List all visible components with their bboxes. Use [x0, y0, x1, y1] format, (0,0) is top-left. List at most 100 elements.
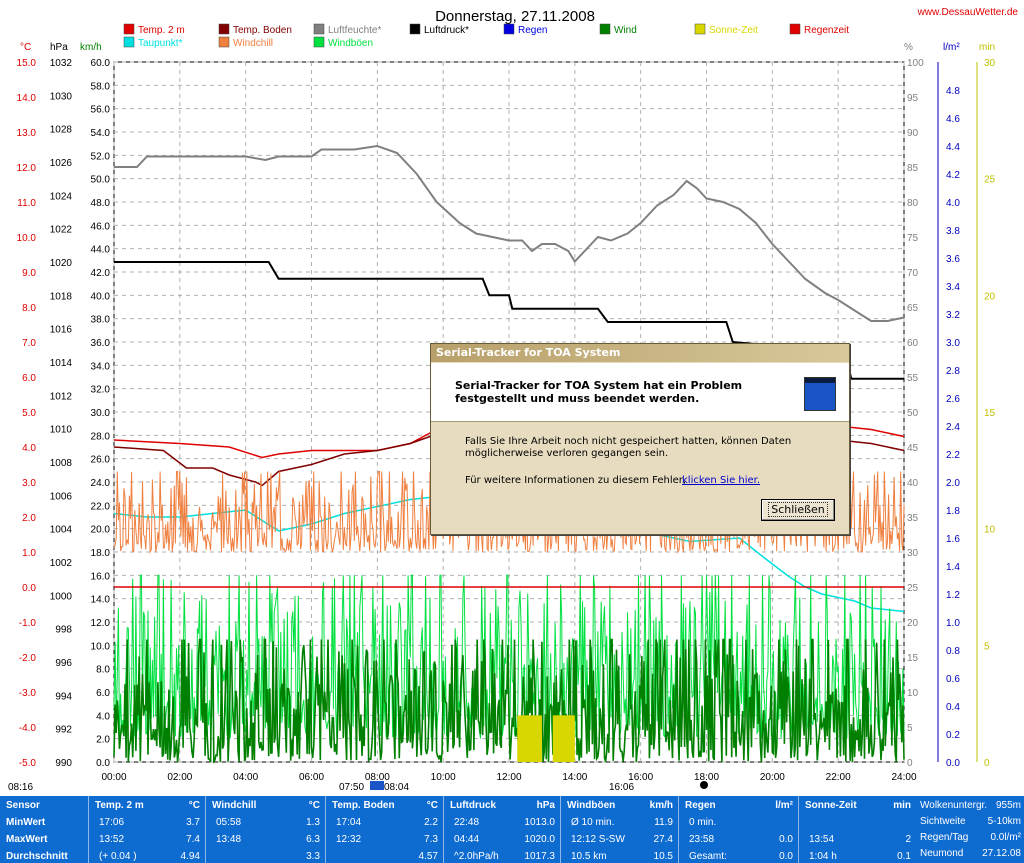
speed-tick-label: 38.0 [91, 315, 111, 326]
temp-tick-label: 6.0 [22, 373, 36, 384]
stat-value: 1013.0 [524, 817, 555, 828]
speed-tick-label: 36.0 [91, 338, 111, 349]
stat-unit: hPa [536, 800, 555, 811]
speed-tick-label: 42.0 [91, 268, 111, 279]
close-button[interactable]: Schließen [761, 499, 835, 521]
row-label-min: MinWert [6, 817, 46, 828]
visibility-label: Sichtweite [920, 816, 966, 827]
rain-tick-label: 3.8 [946, 226, 960, 237]
pressure-tick-label: 1032 [50, 58, 73, 69]
speed-tick-label: 18.0 [91, 548, 111, 559]
row-label-average: Durchschnitt [6, 851, 68, 862]
pressure-tick-label: 994 [55, 691, 72, 702]
speed-tick-label: 22.0 [91, 501, 111, 512]
pressure-tick-label: 992 [55, 725, 72, 736]
rain-tick-label: 1.0 [946, 618, 960, 629]
stat-value: 11.9 [654, 817, 673, 828]
stat-column: Regen l/m² 0 min. 23:58 0.0 Gesamt: 0.0 [678, 796, 799, 863]
speed-tick-label: 40.0 [91, 291, 111, 302]
visibility-value: 5-10km [987, 816, 1021, 827]
speed-tick-label: 26.0 [91, 455, 111, 466]
new-moon-value: 27.12.08 [982, 848, 1021, 859]
legend-swatch [789, 23, 801, 35]
temp-tick-label: 13.0 [17, 128, 37, 139]
pressure-tick-label: 1014 [50, 358, 73, 369]
stat-time: 1:04 h [809, 851, 837, 862]
temp-tick-label: 1.0 [22, 548, 36, 559]
humidity-tick-label: 80 [907, 198, 919, 209]
website-label[interactable]: www.DessauWetter.de [917, 7, 1019, 18]
legend-swatch [503, 23, 515, 35]
speed-tick-label: 30.0 [91, 408, 111, 419]
humidity-tick-label: 30 [907, 548, 919, 559]
minutes-tick-label: 25 [984, 175, 996, 186]
humidity-tick-label: 15 [907, 653, 919, 664]
stat-time: 13:48 [216, 834, 242, 845]
sun-bar [517, 715, 542, 762]
temp-tick-label: -4.0 [19, 723, 37, 734]
pressure-tick-label: 1012 [50, 391, 73, 402]
stat-value: 1020.0 [524, 834, 555, 845]
speed-tick-label: 44.0 [91, 245, 111, 256]
temp-tick-label: 0.0 [22, 583, 36, 594]
more-info-link[interactable]: klicken Sie hier. [682, 475, 761, 486]
rain-tick-label: 0.6 [946, 674, 960, 685]
temp-tick-label: -2.0 [19, 653, 37, 664]
temp-tick-label: 15.0 [17, 58, 37, 69]
temp-unit-label: °C [20, 42, 31, 53]
rain-tick-label: 0.0 [946, 758, 960, 769]
conditions-panel: Wolkenuntergr. 955m Sichtweite 5-10km Re… [916, 796, 1024, 863]
legend-label: Sonne-Zeit [709, 25, 758, 36]
legend-label: Regenzeit [804, 25, 849, 36]
time-tick-label: 04:00 [233, 772, 258, 783]
stat-unit: °C [308, 800, 320, 811]
speed-unit-label: km/h [80, 42, 102, 53]
stat-column: Sonne-Zeit min 13:54 2 1:04 h 0.1 [798, 796, 917, 863]
stat-value: 3.3 [306, 851, 320, 862]
rain-tick-label: 4.4 [946, 142, 960, 153]
stat-column: Luftdruck hPa 22:48 1013.0 04:44 1020.0 ^2.0hP… [443, 796, 561, 863]
stat-column: Windchill °C 05:58 1.3 13:48 6.3 3.3 [205, 796, 326, 863]
humidity-tick-label: 10 [907, 688, 919, 699]
stat-time: 05:58 [216, 817, 242, 828]
rain-day-label: Regen/Tag [920, 832, 969, 843]
temp-tick-label: 14.0 [17, 93, 37, 104]
dialog-title-bar[interactable]: Serial-Tracker for TOA System [431, 344, 849, 362]
legend-swatch [123, 36, 135, 48]
pressure-unit-label: hPa [50, 42, 68, 53]
temp-tick-label: -3.0 [19, 688, 37, 699]
time-tick-label: 14:00 [562, 772, 587, 783]
moon-icon [700, 781, 708, 789]
close-button-label: Schließen [768, 502, 828, 517]
pressure-tick-label: 1030 [50, 91, 73, 102]
dialog-message-line1: Serial-Tracker for TOA System hat ein Pr… [455, 379, 743, 392]
legend-label: Windböen [328, 38, 373, 49]
legend-swatch [218, 23, 230, 35]
stat-value: 4.57 [418, 851, 438, 862]
legend-swatch [123, 23, 135, 35]
humidity-tick-label: 40 [907, 478, 919, 489]
pressure-tick-label: 1008 [50, 458, 73, 469]
legend-label: Wind [614, 25, 637, 36]
stat-value: 4.94 [180, 851, 200, 862]
humidity-tick-label: 85 [907, 163, 919, 174]
humidity-tick-label: 100 [907, 58, 924, 69]
humidity-tick-label: 55 [907, 373, 919, 384]
stat-column: Windböen km/h Ø 10 min. 11.9 12:12 S-SW 27.4 1… [560, 796, 679, 863]
temp-tick-label: 3.0 [22, 478, 36, 489]
stat-header: Windchill [212, 800, 257, 811]
stat-time: 12:32 [336, 834, 362, 845]
humidity-unit-label: % [904, 42, 913, 53]
minutes-tick-label: 5 [984, 641, 990, 652]
pressure-tick-label: 1018 [50, 291, 73, 302]
humidity-tick-label: 50 [907, 408, 919, 419]
speed-tick-label: 46.0 [91, 221, 111, 232]
stat-time: 22:48 [454, 817, 480, 828]
series-line [114, 144, 905, 322]
stat-time: 04:44 [454, 834, 480, 845]
error-dialog: Serial-Tracker for TOA System Serial-Tra… [430, 343, 850, 535]
pressure-tick-label: 1024 [50, 191, 73, 202]
speed-tick-label: 16.0 [91, 571, 111, 582]
minutes-tick-label: 10 [984, 525, 996, 536]
minutes-unit-label: min [979, 42, 995, 53]
